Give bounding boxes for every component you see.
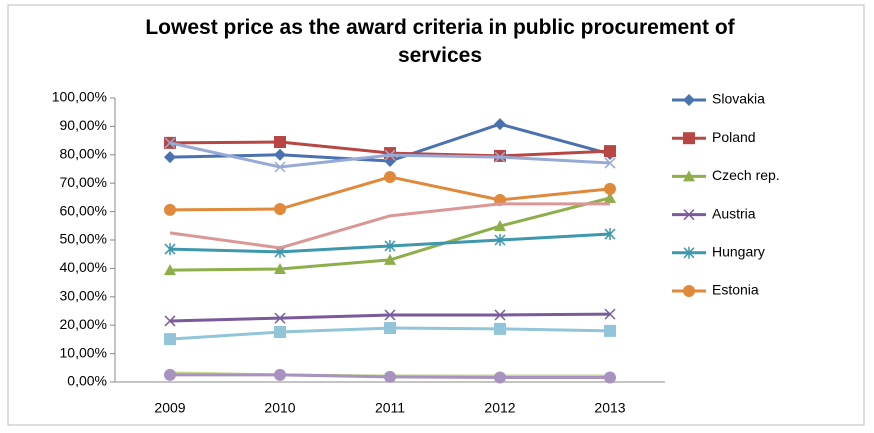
legend-label: Czech rep. xyxy=(712,167,780,183)
x-tick-label: 2009 xyxy=(154,400,185,416)
marker xyxy=(604,371,616,384)
marker xyxy=(164,243,176,256)
marker xyxy=(164,315,176,327)
y-tick-label: 20,00% xyxy=(60,316,107,332)
y-tick-label: 70,00% xyxy=(60,174,107,190)
marker xyxy=(604,182,616,195)
marker xyxy=(384,370,396,383)
legend-label: Poland xyxy=(712,129,756,145)
y-tick-label: 10,00% xyxy=(60,344,107,360)
y-tick-label: 0,00% xyxy=(67,373,107,389)
marker xyxy=(683,246,695,259)
marker xyxy=(164,137,176,149)
marker xyxy=(604,157,616,169)
marker xyxy=(274,203,286,216)
marker xyxy=(683,132,695,145)
marker xyxy=(274,161,286,173)
marker xyxy=(164,333,176,346)
marker xyxy=(164,368,176,381)
marker xyxy=(494,234,506,246)
x-tick-label: 2012 xyxy=(484,400,515,416)
x-tick-label: 2011 xyxy=(375,400,405,416)
marker xyxy=(384,170,396,183)
marker xyxy=(164,151,176,164)
y-tick-label: 90,00% xyxy=(60,117,107,133)
series-line xyxy=(169,202,610,250)
marker xyxy=(164,203,176,216)
marker xyxy=(494,309,506,321)
marker xyxy=(164,264,176,276)
marker xyxy=(604,324,616,337)
marker xyxy=(683,209,695,221)
marker xyxy=(683,94,695,106)
legend-label: Austria xyxy=(712,205,756,221)
marker xyxy=(604,228,616,241)
marker xyxy=(494,220,506,232)
legend-label: Slovakia xyxy=(712,91,765,107)
marker xyxy=(384,239,396,252)
y-tick-label: 100,00% xyxy=(52,89,107,105)
marker xyxy=(494,151,506,163)
y-tick-label: 80,00% xyxy=(60,146,107,162)
marker xyxy=(274,312,286,324)
y-tick-label: 50,00% xyxy=(60,231,107,247)
chart-title: Lowest price as the award criteria in pu… xyxy=(145,16,735,67)
marker xyxy=(384,309,396,321)
chart-border xyxy=(7,4,865,426)
marker xyxy=(604,308,616,320)
marker xyxy=(494,118,506,131)
marker xyxy=(604,145,616,158)
marker xyxy=(274,136,286,149)
x-tick-label: 2010 xyxy=(264,400,295,416)
marker xyxy=(384,253,396,265)
marker xyxy=(683,285,695,297)
marker xyxy=(274,368,286,381)
marker xyxy=(274,326,286,339)
marker xyxy=(384,149,396,161)
marker xyxy=(274,262,286,274)
marker xyxy=(384,147,396,160)
x-tick-label: 2013 xyxy=(594,400,625,416)
marker xyxy=(604,191,616,203)
y-tick-label: 60,00% xyxy=(60,202,107,218)
legend-label: Estonia xyxy=(712,282,759,298)
marker xyxy=(683,170,695,182)
legend-label: Hungary xyxy=(712,244,765,260)
marker xyxy=(384,322,396,335)
y-tick-label: 30,00% xyxy=(60,288,107,304)
marker xyxy=(494,371,506,384)
marker xyxy=(274,148,286,161)
y-tick-label: 40,00% xyxy=(60,259,107,275)
marker xyxy=(494,322,506,335)
